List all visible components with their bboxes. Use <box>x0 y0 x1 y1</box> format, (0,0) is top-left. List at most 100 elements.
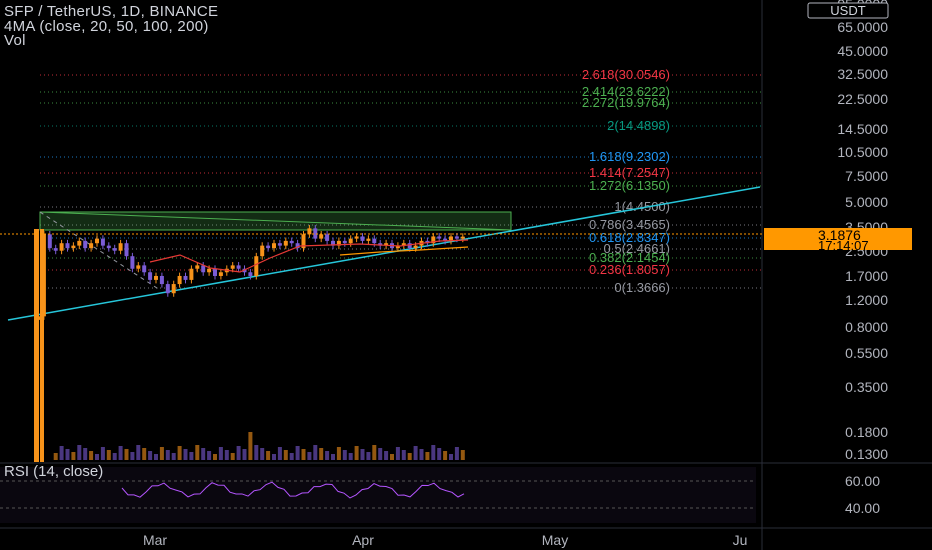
fib-label: 2(14.4898) <box>607 118 670 133</box>
price-axis-label: 45.0000 <box>837 43 888 59</box>
rsi-axis-label: 60.00 <box>845 473 880 489</box>
volume-bar <box>159 447 164 460</box>
candle-body <box>254 256 259 276</box>
candle-body <box>201 265 206 273</box>
fib-label: 1.414(7.2547) <box>589 165 670 180</box>
candle-body <box>213 268 217 276</box>
candle-body <box>230 265 235 269</box>
volume-bar <box>236 446 241 460</box>
volume-bar <box>325 451 330 460</box>
currency-badge <box>807 2 889 19</box>
price-axis-label: 10.5000 <box>837 144 888 160</box>
ma-legend: 4MA (close, 20, 50, 100, 200) <box>4 18 209 35</box>
candle-body <box>59 243 64 251</box>
candle-body <box>183 275 188 280</box>
volume-bar <box>307 452 312 460</box>
volume-bar <box>348 453 353 460</box>
candle-body <box>342 240 347 244</box>
current-price-badge <box>764 228 912 250</box>
candle-body <box>289 240 294 244</box>
candle-body <box>100 238 105 246</box>
candle-body <box>260 245 265 257</box>
candle-body <box>454 236 459 239</box>
volume-bar <box>437 448 442 460</box>
price-axis-label: 7.5000 <box>845 168 888 184</box>
volume-bar <box>331 454 335 460</box>
candle-body <box>443 238 448 241</box>
volume-bar <box>177 446 182 460</box>
volume-bar <box>242 449 247 460</box>
volume-bar <box>289 453 294 460</box>
candle-body <box>118 243 123 251</box>
candle-body <box>248 272 253 276</box>
volume-bar <box>313 445 318 460</box>
fib-label: 1.618(9.2302) <box>589 149 670 164</box>
volume-bar <box>171 453 176 460</box>
rsi-legend: RSI (14, close) <box>4 463 104 480</box>
candle-body <box>384 243 389 246</box>
candle-body <box>136 265 141 269</box>
volume-bar <box>449 454 453 460</box>
ma-20-line <box>149 239 469 273</box>
candle-body <box>460 236 465 239</box>
volume-bar <box>130 452 135 460</box>
volume-bar <box>142 448 147 460</box>
volume-bar <box>260 448 265 460</box>
candle-body <box>407 243 412 249</box>
candle-body <box>177 275 182 285</box>
volume-bar <box>112 453 117 460</box>
candle-body <box>295 243 300 249</box>
volume-bar <box>118 446 123 460</box>
candle-body <box>95 238 99 244</box>
candle-body <box>277 243 282 246</box>
candle-body <box>130 256 135 269</box>
rsi-band <box>0 467 756 523</box>
volume-bar <box>106 450 111 460</box>
volume-bar <box>283 450 288 460</box>
volume-bar <box>454 447 459 460</box>
volume-bar <box>336 447 341 460</box>
candle-body <box>207 268 212 273</box>
price-axis-label: 5.0000 <box>845 194 888 210</box>
candle-body <box>189 268 194 280</box>
candle-body <box>354 236 359 239</box>
volume-bar <box>301 449 306 460</box>
volume-bar <box>366 452 371 460</box>
candle-body <box>106 245 111 249</box>
candle-body <box>89 243 94 249</box>
volume-bar <box>183 449 188 460</box>
time-axis-label: May <box>542 532 568 548</box>
candle-body <box>283 240 288 246</box>
current-price-label: 3.1876 <box>818 227 861 243</box>
volume-bar <box>443 451 448 460</box>
candle-body <box>218 272 223 276</box>
volume-bar <box>207 451 212 460</box>
candle-body <box>171 284 176 294</box>
candle-body <box>413 245 418 249</box>
candle-body <box>266 245 271 249</box>
volume-bar <box>266 451 271 460</box>
volume-bar <box>65 449 70 460</box>
volume-bar <box>213 454 217 460</box>
countdown-label: 17:14:07 <box>818 238 869 253</box>
price-axis-label: 0.8000 <box>845 319 888 335</box>
candle-body <box>148 272 153 280</box>
price-axis-label: 32.5000 <box>837 66 888 82</box>
volume-bar <box>431 445 436 460</box>
candle-body <box>236 265 241 269</box>
candle-body <box>77 240 82 246</box>
price-axis-label: 0.5500 <box>845 345 888 361</box>
time-axis-label: Mar <box>143 532 167 548</box>
price-axis-label: 65.0000 <box>837 19 888 35</box>
price-axis-label: 1.7000 <box>845 268 888 284</box>
volume-bar <box>195 445 200 460</box>
trendline <box>7 186 761 321</box>
rsi-axis-label: 40.00 <box>845 500 880 516</box>
currency-label: USDT <box>830 3 865 18</box>
price-axis-label: 0.1300 <box>845 446 888 462</box>
symbol-title: SFP / TetherUS, 1D, BINANCE <box>4 3 219 20</box>
candle-body <box>319 234 324 239</box>
volume-bar <box>154 454 158 460</box>
